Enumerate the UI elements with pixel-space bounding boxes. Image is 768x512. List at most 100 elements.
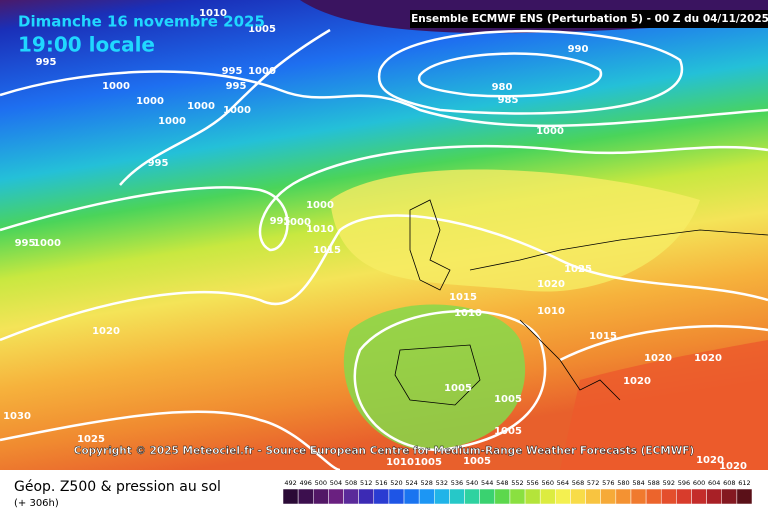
colorbar-label: 600 xyxy=(693,479,705,487)
colorbar-swatch xyxy=(373,488,390,505)
colorbar-label: 512 xyxy=(360,479,372,487)
colorbar-label: 556 xyxy=(526,479,538,487)
isobar-label: 1000 xyxy=(187,101,215,112)
colorbar: 492 496 500 504 508 512 516 520 524 528 532 536 540 5… xyxy=(282,479,753,505)
colorbar-swatch xyxy=(691,488,707,505)
colorbar-label: 580 xyxy=(617,479,629,487)
isobar-label: 1010 xyxy=(306,224,334,235)
colorbar-swatch xyxy=(555,488,571,505)
colorbar-label: 508 xyxy=(345,479,357,487)
colorbar-swatch xyxy=(479,488,496,505)
isobar-label: 1000 xyxy=(33,238,61,249)
colorbar-swatch xyxy=(418,488,435,505)
isobar-label: 995 xyxy=(222,66,243,77)
isobar-label: 1020 xyxy=(696,455,724,466)
colorbar-swatch xyxy=(524,488,541,505)
run-box xyxy=(410,10,768,28)
isobar-label: 1025 xyxy=(77,434,105,445)
colorbar-swatch xyxy=(434,488,450,505)
isobar-label: 1005 xyxy=(463,456,491,467)
field-trough xyxy=(343,304,526,450)
colorbar-label: 592 xyxy=(663,479,675,487)
isobar-label: 1020 xyxy=(644,353,672,364)
colorbar-label: 532 xyxy=(436,479,448,487)
run-info: Ensemble ECMWF ENS (Perturbation 5) - 00… xyxy=(411,13,768,25)
footer-title: Géop. Z500 & pression au sol xyxy=(14,479,221,495)
colorbar-swatch xyxy=(660,488,677,505)
isobar-label: 985 xyxy=(498,95,519,106)
isobar-label: 1000 xyxy=(158,116,186,127)
colorbar-swatch xyxy=(630,488,647,505)
isobar-label: 995 xyxy=(148,158,169,169)
colorbar-label: 568 xyxy=(572,479,584,487)
field-ridge xyxy=(330,169,700,292)
colorbar-swatch xyxy=(585,488,601,505)
colorbar-swatch xyxy=(600,488,617,505)
isobar-label: 1000 xyxy=(102,81,130,92)
colorbar-label: 588 xyxy=(647,479,659,487)
colorbar-label: 572 xyxy=(587,479,599,487)
isobar-label: 1005 xyxy=(444,383,472,394)
colorbar-label: 496 xyxy=(299,479,311,487)
colorbar-swatch xyxy=(464,488,480,505)
isobar-label: 1000 xyxy=(248,66,276,77)
isobar-label: 1025 xyxy=(564,264,592,275)
isobar-label: 1020 xyxy=(719,461,747,472)
colorbar-swatch xyxy=(539,488,556,505)
colorbar-swatch xyxy=(343,488,359,505)
colorbar-swatch xyxy=(282,488,299,505)
isobars xyxy=(0,28,768,472)
coastlines xyxy=(394,199,768,406)
isobar-label: 995 xyxy=(15,238,36,249)
isobar-label: 1005 xyxy=(494,426,522,437)
isobar-label: 995 xyxy=(226,81,247,92)
colorbar-swatch xyxy=(449,488,465,505)
colorbar-swatch xyxy=(494,488,511,505)
isobar-label: 990 xyxy=(568,44,589,55)
colorbar-label: 552 xyxy=(511,479,523,487)
colorbar-swatch xyxy=(676,488,692,505)
colorbar-label: 516 xyxy=(375,479,387,487)
isobar-label: 995 xyxy=(270,216,291,227)
colorbar-label: 548 xyxy=(496,479,508,487)
isobar-label: 1015 xyxy=(589,331,617,342)
colorbar-label: 500 xyxy=(315,479,327,487)
colorbar-label: 604 xyxy=(708,479,720,487)
colorbar-label: 536 xyxy=(451,479,463,487)
colorbar-swatch xyxy=(509,488,526,505)
copyright: Copyright © 2025 Meteociel.fr - Source E… xyxy=(74,445,695,457)
colorbar-label: 608 xyxy=(723,479,735,487)
isobar-label: 1000 xyxy=(283,217,311,228)
colorbar-label: 544 xyxy=(481,479,493,487)
colorbar-label: 596 xyxy=(678,479,690,487)
colorbar-swatch xyxy=(615,488,632,505)
colorbar-swatch xyxy=(388,488,405,505)
footer-lead: (+ 306h) xyxy=(14,498,59,509)
colorbar-swatch xyxy=(403,488,420,505)
colorbar-swatch xyxy=(313,488,329,505)
isobar-label: 1010 xyxy=(454,308,482,319)
date: Dimanche 16 novembre 2025 xyxy=(18,13,265,31)
colorbar-swatch xyxy=(706,488,722,505)
isobar-label: 1000 xyxy=(306,200,334,211)
colorbar-swatch xyxy=(297,488,314,505)
isobar-label: 1010 xyxy=(537,306,565,317)
isobar-label: 1005 xyxy=(414,457,442,468)
colorbar-label: 584 xyxy=(632,479,644,487)
colorbar-label: 564 xyxy=(557,479,569,487)
isobar-label: 1005 xyxy=(494,394,522,405)
colorbar-label: 528 xyxy=(421,479,433,487)
colorbar-label: 560 xyxy=(542,479,554,487)
isobar-label: 1000 xyxy=(136,96,164,107)
colorbar-label: 492 xyxy=(284,479,296,487)
colorbar-label: 540 xyxy=(466,479,478,487)
isobar-label: 1020 xyxy=(623,376,651,387)
isobar-label: 1015 xyxy=(313,245,341,256)
isobar-label: 1015 xyxy=(449,292,477,303)
colorbar-swatch xyxy=(358,488,375,505)
colorbar-label: 576 xyxy=(602,479,614,487)
colorbar-swatch xyxy=(645,488,662,505)
isobar-label: 1000 xyxy=(223,105,251,116)
